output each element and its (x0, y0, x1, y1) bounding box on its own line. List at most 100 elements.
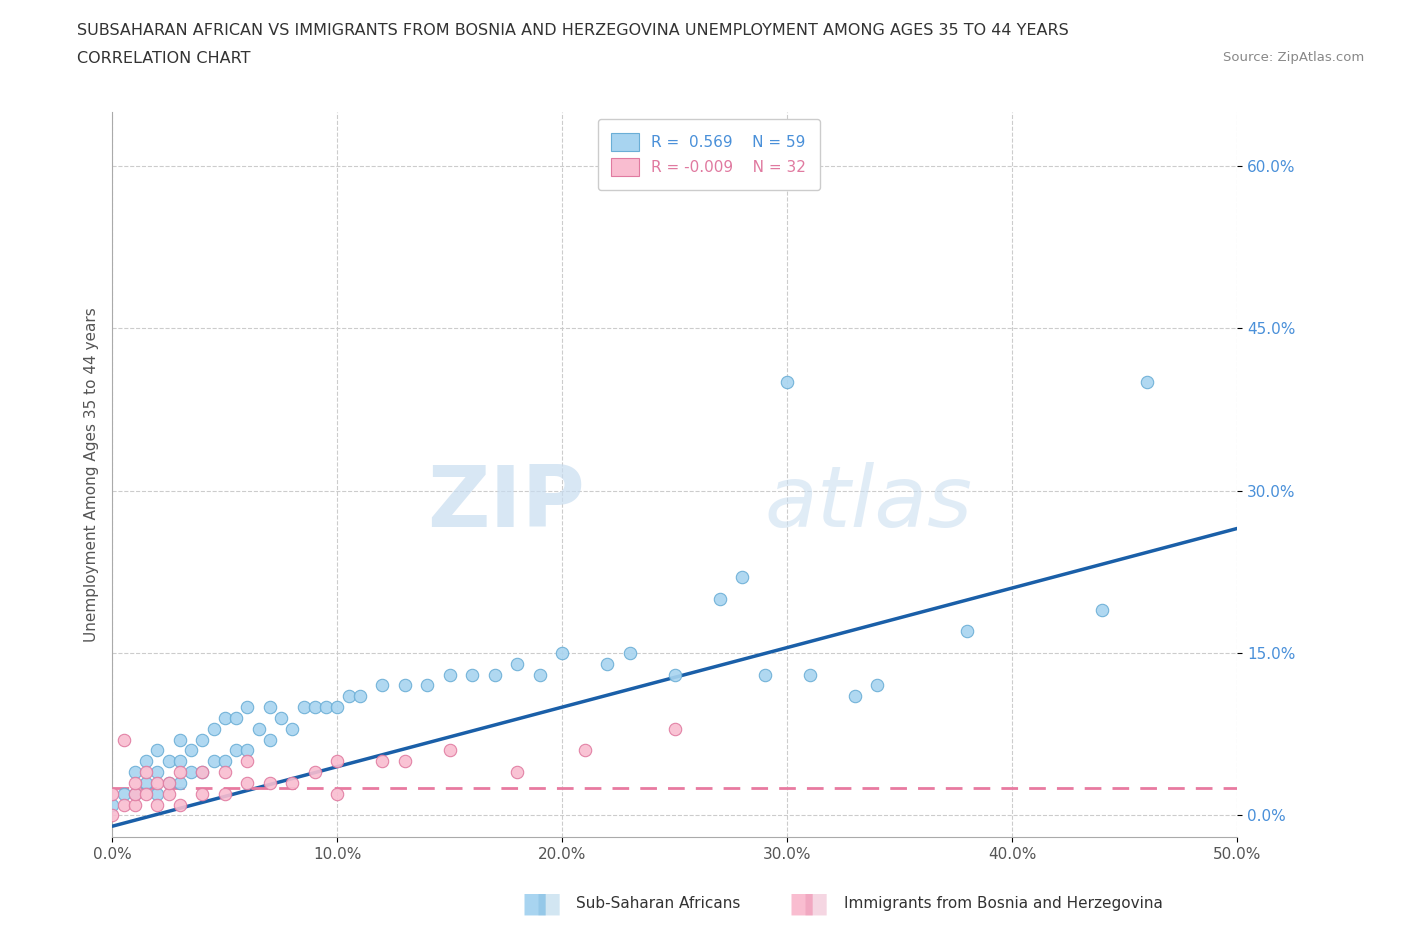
Point (124, 776, 146, 790)
Point (371, 678, 394, 693)
Point (439, 743, 461, 758)
Legend: R =  0.569    N = 59, R = -0.009    N = 32: R = 0.569 N = 59, R = -0.009 N = 32 (598, 119, 820, 190)
Point (169, 754, 191, 769)
Point (529, 667, 551, 682)
Point (214, 754, 236, 769)
Point (596, 657, 619, 671)
Point (169, 776, 191, 790)
Point (270, 711, 292, 725)
Point (326, 699, 349, 714)
Point (135, 786, 157, 801)
Point (124, 797, 146, 812)
Point (304, 699, 326, 714)
Point (506, 764, 529, 779)
Point (101, 786, 124, 801)
Point (259, 776, 281, 790)
Point (157, 786, 180, 801)
Point (191, 786, 214, 801)
Point (866, 678, 889, 693)
Point (326, 754, 349, 769)
Text: CORRELATION CHART: CORRELATION CHART (77, 51, 250, 66)
Point (214, 764, 236, 779)
Point (281, 722, 304, 737)
Point (551, 645, 574, 660)
Y-axis label: Unemployment Among Ages 35 to 44 years: Unemployment Among Ages 35 to 44 years (83, 307, 98, 642)
Point (146, 764, 169, 779)
Point (371, 754, 394, 769)
Point (124, 786, 146, 801)
Point (214, 711, 236, 725)
Point (157, 754, 180, 769)
Text: Source: ZipAtlas.com: Source: ZipAtlas.com (1223, 51, 1364, 64)
Point (146, 786, 169, 801)
Point (236, 743, 259, 758)
Point (236, 699, 259, 714)
Text: ZIP: ZIP (427, 462, 585, 545)
Point (124, 764, 146, 779)
Point (844, 689, 866, 704)
Point (337, 689, 360, 704)
Point (506, 657, 529, 671)
Point (304, 764, 326, 779)
Text: SUBSAHARAN AFRICAN VS IMMIGRANTS FROM BOSNIA AND HERZEGOVINA UNEMPLOYMENT AMONG : SUBSAHARAN AFRICAN VS IMMIGRANTS FROM BO… (77, 23, 1069, 38)
Text: ■: ■ (522, 890, 547, 918)
Point (574, 743, 596, 758)
Point (731, 570, 754, 585)
Point (956, 624, 979, 639)
Point (101, 797, 124, 812)
Point (202, 722, 225, 737)
Point (439, 667, 461, 682)
Point (101, 808, 124, 823)
Point (135, 776, 157, 790)
Text: atlas: atlas (765, 462, 973, 545)
Point (124, 786, 146, 801)
Point (315, 699, 337, 714)
Point (664, 667, 686, 682)
Point (484, 667, 506, 682)
Point (754, 667, 776, 682)
Point (394, 754, 416, 769)
Text: ■: ■ (536, 890, 561, 918)
Text: ■: ■ (789, 890, 814, 918)
Point (112, 786, 135, 801)
Point (225, 743, 247, 758)
Point (157, 776, 180, 790)
Point (394, 678, 416, 693)
Point (191, 732, 214, 747)
Point (259, 732, 281, 747)
Point (202, 754, 225, 769)
Point (236, 776, 259, 790)
Text: ■: ■ (803, 890, 828, 918)
Point (180, 743, 202, 758)
Point (191, 764, 214, 779)
Text: Immigrants from Bosnia and Herzegovina: Immigrants from Bosnia and Herzegovina (844, 897, 1163, 911)
Point (225, 711, 247, 725)
Point (416, 678, 439, 693)
Point (799, 667, 821, 682)
Point (214, 786, 236, 801)
Point (709, 591, 731, 606)
Point (112, 732, 135, 747)
Point (619, 645, 641, 660)
Point (135, 764, 157, 779)
Point (349, 689, 371, 704)
Point (236, 754, 259, 769)
Point (169, 764, 191, 779)
Point (776, 375, 799, 390)
Text: Sub-Saharan Africans: Sub-Saharan Africans (576, 897, 741, 911)
Point (146, 776, 169, 790)
Point (135, 754, 157, 769)
Point (1091, 603, 1114, 618)
Point (1136, 375, 1159, 390)
Point (191, 764, 214, 779)
Point (259, 699, 281, 714)
Point (281, 776, 304, 790)
Point (112, 797, 135, 812)
Point (146, 743, 169, 758)
Point (247, 722, 270, 737)
Point (146, 797, 169, 812)
Point (180, 764, 202, 779)
Point (157, 776, 180, 790)
Point (292, 699, 315, 714)
Point (169, 797, 191, 812)
